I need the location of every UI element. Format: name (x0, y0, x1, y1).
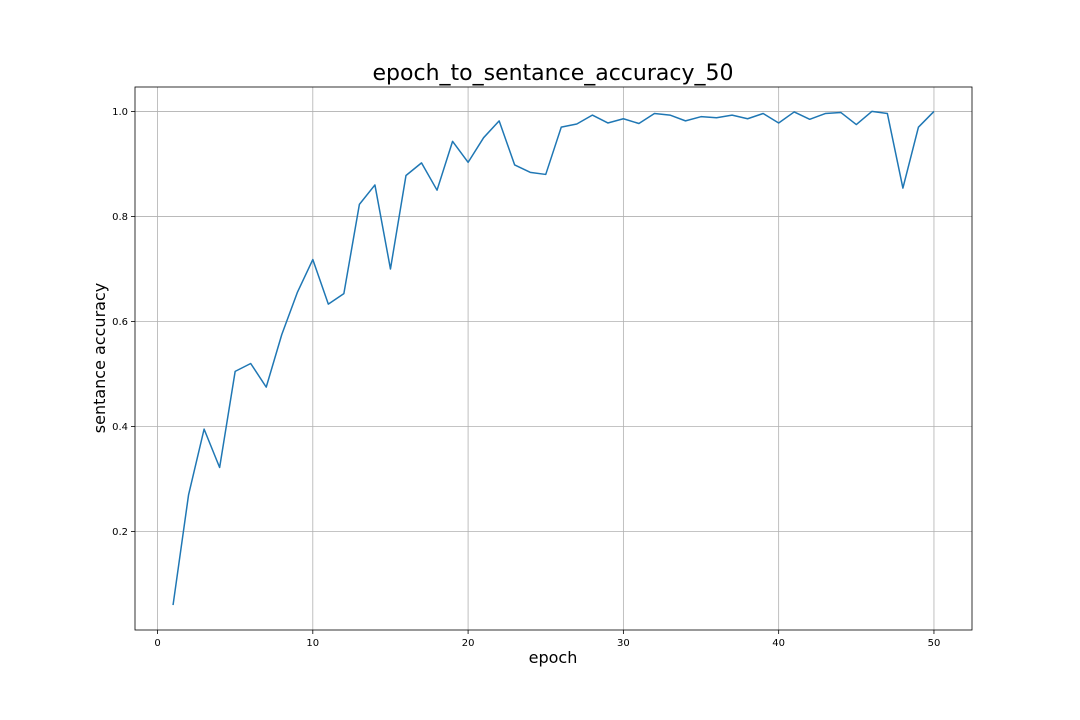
axes (134, 86, 973, 631)
series-layer (172, 110, 935, 606)
y-tick-label: 0.6 (112, 317, 128, 328)
y-tick-label: 1.0 (112, 107, 128, 118)
plot-frame (134, 86, 973, 631)
x-tick-label: 30 (617, 638, 630, 649)
x-tick-label: 0 (154, 638, 160, 649)
x-tick-label: 20 (462, 638, 475, 649)
grid-lines (135, 87, 972, 630)
y-tick-label: 0.8 (112, 212, 128, 223)
y-tick-label: 0.4 (112, 422, 128, 433)
tick-marks: 0 10 20 30 40 50 0.2 0.4 0.6 0.8 1.0 (112, 107, 940, 649)
x-axis-title: epoch (529, 648, 578, 667)
x-tick-label: 50 (928, 638, 941, 649)
chart-title: epoch_to_sentance_accuracy_50 (373, 61, 734, 86)
x-tick-label: 10 (306, 638, 319, 649)
y-tick-label: 0.2 (112, 527, 128, 538)
x-tick-label: 40 (772, 638, 785, 649)
y-axis-title: sentance accuracy (90, 283, 109, 433)
series-line (172, 110, 935, 606)
